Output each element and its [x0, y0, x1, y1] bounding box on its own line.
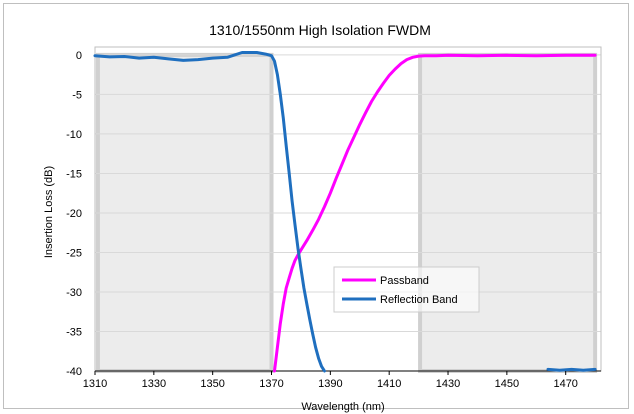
legend: Passband Reflection Band [333, 266, 480, 313]
y-tick-label: -35 [66, 326, 82, 338]
legend-label-passband: Passband [380, 275, 429, 287]
y-tick-label: -15 [66, 168, 82, 180]
series-line-passband [273, 53, 597, 373]
y-tick-label: 0 [76, 50, 82, 62]
series-line-reflection-band [93, 51, 326, 373]
x-tick-label: 1410 [377, 378, 401, 390]
y-tick-label: -20 [66, 208, 82, 220]
x-tick-label: 1470 [553, 378, 577, 390]
x-tick-label: 1390 [318, 378, 342, 390]
y-axis-label: Insertion Loss (dB) [43, 166, 55, 258]
axes [94, 46, 602, 372]
legend-label-reflection-band: Reflection Band [380, 294, 458, 306]
x-tick-label: 1430 [436, 378, 460, 390]
series-lines [93, 51, 597, 373]
x-tick-label: 1370 [259, 378, 283, 390]
legend-box [333, 266, 480, 313]
y-tick-label: -40 [66, 366, 82, 378]
x-tick-label: 1310 [83, 378, 107, 390]
y-tick-label: -30 [66, 287, 82, 299]
y-tick-label: -25 [66, 247, 82, 259]
y-tick-label: -5 [72, 89, 82, 101]
x-tick-label: 1350 [200, 378, 224, 390]
series-line-3 [546, 367, 597, 372]
x-tick-label: 1330 [142, 378, 166, 390]
x-axis-label: Wavelength (nm) [301, 401, 384, 413]
tick-labels: 1310 1330 1350 1370 1390 1410 1430 1450 1470 0 -5 -… [66, 50, 578, 390]
x-tick-label: 1450 [495, 378, 519, 390]
chart-title: 1310/1550nm High Isolation FWDM [209, 22, 431, 38]
y-tick-label: -10 [66, 129, 82, 141]
